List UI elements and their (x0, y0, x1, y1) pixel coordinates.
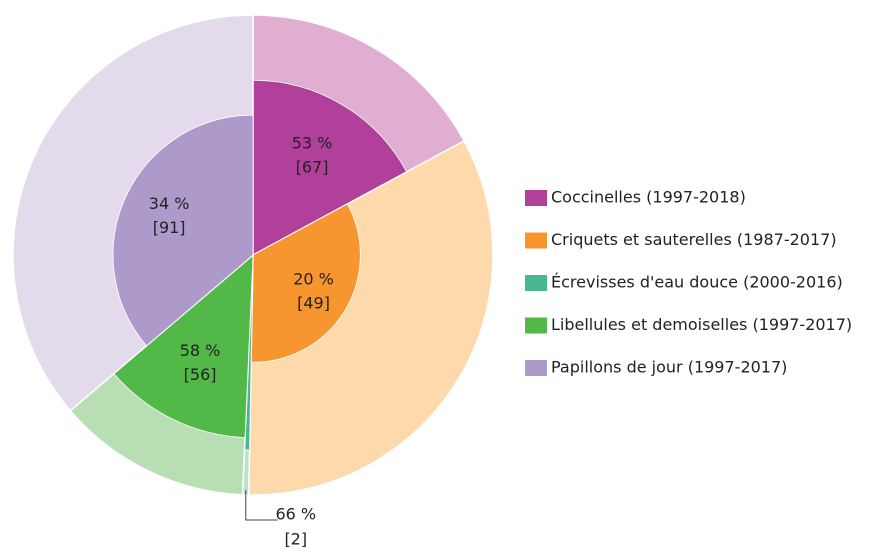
legend-swatch (525, 317, 547, 334)
count-label: [49] (297, 293, 330, 312)
inner-wedge (250, 203, 361, 363)
count-label: [2] (284, 530, 307, 549)
count-label: [91] (153, 218, 186, 237)
value-label: 34 % (149, 194, 190, 213)
legend-swatch (525, 232, 547, 249)
value-label: 58 % (180, 341, 221, 360)
legend-label: Criquets et sauterelles (1987-2017) (551, 230, 837, 249)
legend-label: Coccinelles (1997-2018) (551, 188, 746, 207)
count-label: [56] (184, 365, 217, 384)
inner-wedge (252, 79, 408, 256)
legend-swatch (525, 275, 547, 291)
count-label: [67] (296, 157, 329, 176)
inner-wedge (113, 254, 254, 439)
legend-label: Écrevisses d'eau douce (2000-2016) (551, 273, 843, 292)
value-label: 20 % (293, 269, 334, 288)
legend-label: Papillons de jour (1997-2017) (551, 358, 787, 377)
value-label: 53 % (292, 133, 333, 152)
legend-label: Libellules et demoiselles (1997-2017) (551, 315, 852, 334)
leader-line (245, 490, 278, 521)
value-label: 66 % (275, 505, 316, 524)
inner-wedge (112, 114, 254, 347)
legend-swatch (525, 360, 547, 376)
legend-swatch (525, 190, 547, 206)
